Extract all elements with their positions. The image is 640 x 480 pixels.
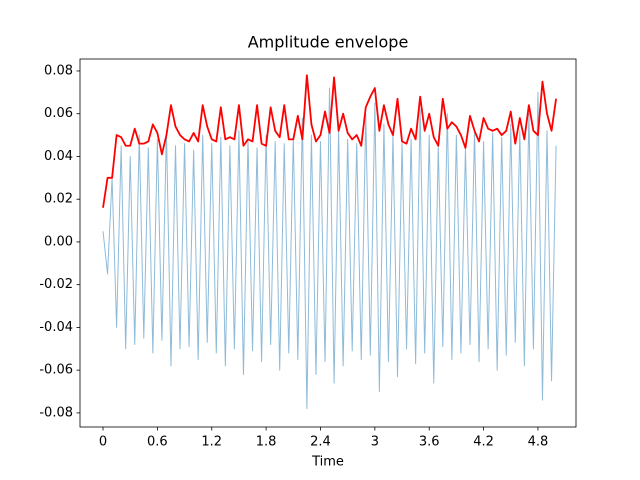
y-tick-label: 0.00 [44, 234, 73, 249]
x-tick-label: 1.8 [256, 435, 277, 450]
axes-frame [79, 58, 577, 428]
series-line [102, 74, 557, 208]
series-line [102, 87, 557, 410]
y-tick-label: -0.02 [39, 277, 73, 292]
y-tick-label: -0.04 [39, 320, 73, 335]
y-tick-label: -0.06 [39, 363, 73, 378]
y-tick-label: 0.04 [44, 149, 73, 164]
x-tick-label: 3.6 [419, 435, 440, 450]
x-tick-label: 0.6 [147, 435, 168, 450]
x-tick-label: 3 [371, 435, 379, 450]
x-tick-label: 2.4 [310, 435, 331, 450]
y-tick-label: -0.08 [39, 405, 73, 420]
x-tick-label: 4.2 [473, 435, 494, 450]
x-axis-label: Time [311, 455, 344, 470]
x-tick-label: 1.2 [201, 435, 222, 450]
y-tick-label: 0.06 [44, 106, 73, 121]
y-tick-label: 0.02 [44, 192, 73, 207]
chart-title: Amplitude envelope [248, 33, 409, 52]
y-tick-label: 0.08 [44, 63, 73, 78]
x-tick-label: 0 [99, 435, 107, 450]
x-tick-label: 4.8 [528, 435, 549, 450]
plot-area [102, 74, 557, 410]
